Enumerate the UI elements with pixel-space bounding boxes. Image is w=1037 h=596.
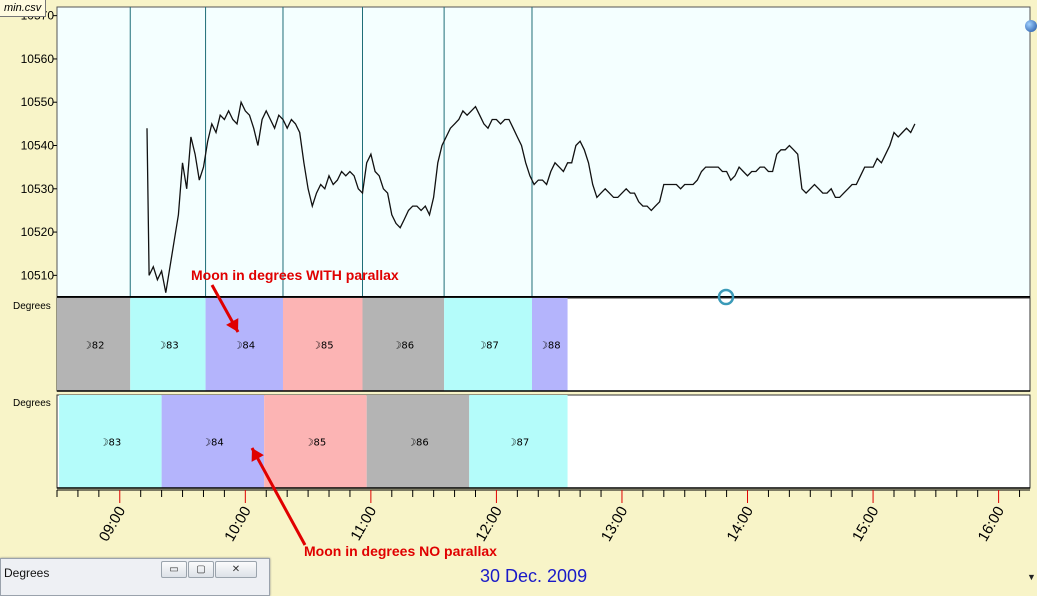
time-label-5: 14:00 (723, 504, 756, 545)
y-tick-label-4: 10550 (21, 95, 55, 109)
annotation-with-parallax: Moon in degrees WITH parallax (191, 267, 399, 283)
time-label-3: 12:00 (472, 503, 505, 544)
time-label-2: 11:00 (347, 504, 380, 544)
parallax-band-label-6: ☽88 (539, 341, 561, 352)
file-tab[interactable]: min.csv (0, 0, 47, 17)
time-label-0: 09:00 (96, 504, 129, 545)
globe-icon[interactable] (1025, 20, 1037, 32)
minimize-button[interactable]: ▭ (161, 561, 187, 578)
y-tick-label-5: 10560 (21, 52, 55, 66)
no-parallax-band-label-4: ☽87 (508, 438, 530, 449)
no-parallax-band-2 (264, 395, 367, 488)
price-line (146, 100, 916, 293)
no-parallax-band-3 (366, 395, 470, 488)
parallax-band-3 (282, 298, 363, 391)
parallax-band-label-1: ☽83 (157, 341, 179, 352)
no-parallax-band-1 (161, 395, 265, 488)
parallax-band-0 (57, 298, 131, 391)
annotation-arrow-no-parallax (250, 447, 307, 546)
time-label-1: 10:00 (221, 504, 254, 545)
y-tick-label-1: 10520 (21, 225, 55, 239)
no-parallax-band-label-3: ☽86 (407, 438, 429, 449)
time-label-7: 16:00 (975, 504, 1008, 545)
date-label: 30 Dec. 2009 (480, 566, 588, 586)
no-parallax-panel-label: Degrees (13, 398, 51, 409)
time-label-4: 13:00 (598, 504, 631, 545)
price-panel-bg (56, 6, 1031, 298)
parallax-band-2 (205, 298, 283, 391)
scroll-down-icon[interactable]: ▼ (1027, 572, 1036, 582)
parallax-band-label-4: ☽86 (392, 341, 414, 352)
parallax-band-label-0: ☽82 (83, 341, 105, 352)
parallax-band-label-2: ☽84 (233, 341, 255, 352)
parallax-band-label-5: ☽87 (477, 341, 499, 352)
close-button[interactable]: ✕ (215, 561, 257, 578)
parallax-band-5 (444, 298, 532, 391)
no-parallax-band-0 (59, 395, 162, 488)
parallax-band-label-3: ☽85 (312, 341, 334, 352)
minimized-window-title: Degrees (4, 566, 50, 580)
annotation-arrow-with-parallax-head (226, 318, 239, 332)
parallax-band-4 (362, 298, 445, 391)
annotation-no-parallax: Moon in degrees NO parallax (304, 543, 497, 559)
parallax-band-6 (531, 298, 568, 391)
cursor-ring (717, 288, 735, 306)
restore-button[interactable]: ▢ (188, 561, 214, 578)
parallax-panel-label: Degrees (13, 301, 51, 312)
no-parallax-band-4 (469, 395, 568, 488)
minimized-window[interactable]: Degrees ▭ ▢ ✕ (0, 558, 270, 596)
time-label-6: 15:00 (849, 504, 882, 545)
annotation-arrow-no-parallax-head (251, 448, 264, 462)
parallax-band-1 (130, 298, 206, 391)
y-tick-label-2: 10530 (21, 182, 55, 196)
no-parallax-band-label-0: ☽83 (100, 438, 122, 449)
y-tick-label-3: 10540 (21, 139, 55, 153)
no-parallax-band-label-1: ☽84 (202, 438, 224, 449)
y-tick-label-0: 10510 (21, 268, 55, 282)
no-parallax-band-label-2: ☽85 (305, 438, 327, 449)
